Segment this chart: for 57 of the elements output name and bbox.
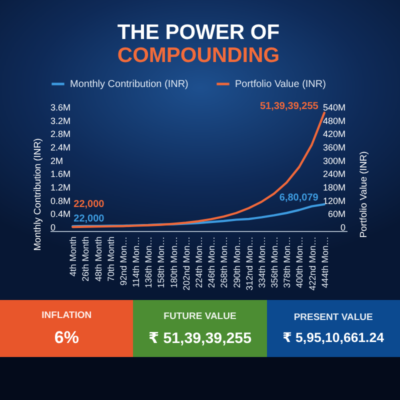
text: ₹ 51,39,39,255: [148, 328, 252, 346]
text: ₹ 5,95,10,661.24: [282, 330, 384, 346]
data-label: 22,000: [74, 213, 105, 224]
y2-tick-label: 240M: [322, 169, 346, 180]
x-tick-label: 312nd Mon…: [244, 236, 254, 291]
text: PRESENT VALUE: [294, 312, 373, 322]
x-tick-label: 334th Mon…: [256, 236, 267, 288]
x-tick-label: 92nd Mon…: [118, 236, 128, 286]
y2-tick-label: 360M: [322, 142, 346, 152]
y2-tick-label: 420M: [322, 129, 346, 140]
y-tick-label: 2.8M: [50, 129, 71, 140]
y2-tick-label: 0: [340, 222, 346, 232]
y-tick-label: 0.4M: [50, 209, 71, 220]
chart-title: THE POWER OF: [117, 21, 280, 44]
y2-tick-label: 540M: [322, 102, 346, 112]
x-tick-label: 290th Mon…: [232, 236, 242, 288]
x-tick-label: 70th Month: [106, 236, 116, 282]
y-tick-label: 0: [50, 222, 56, 232]
x-tick-label: 48th Month: [93, 236, 104, 282]
y-tick-label: 3.6M: [50, 102, 71, 112]
x-tick-label: 26th Month: [80, 236, 91, 282]
legend-label: Portfolio Value (INR): [235, 79, 326, 90]
y-tick-label: 2.4M: [50, 142, 71, 152]
x-tick-label: 180th Mon…: [168, 236, 179, 288]
x-tick-label: 400th Mon…: [294, 236, 305, 288]
x-tick-label: 378th Mon…: [282, 236, 292, 288]
x-tick-label: 4th Month: [68, 236, 78, 277]
x-tick-label: 114th Mon…: [131, 236, 142, 288]
x-tick-label: 136th Mon…: [144, 236, 154, 288]
x-tick-label: 268th Mon…: [219, 236, 230, 288]
y-tick-label: 0.8M: [50, 196, 71, 206]
y-tick-label: 1.2M: [50, 182, 71, 192]
text: INFLATION: [42, 310, 92, 320]
x-tick-label: 202nd Mon…: [181, 236, 192, 291]
data-label: 51,39,39,255: [260, 100, 319, 112]
y-tick-label: 1.6M: [50, 169, 71, 180]
y-tick-label: 3.2M: [50, 116, 71, 126]
y2-tick-label: 480M: [322, 116, 346, 126]
x-tick-label: 224th Mon…: [194, 236, 204, 288]
data-label: 6,80,079: [279, 192, 319, 204]
y2-axis-title: Portfolio Value (INR): [358, 151, 370, 238]
x-tick-label: 356th Mon…: [270, 236, 280, 288]
legend-label: Monthly Contribution (INR): [70, 79, 188, 90]
x-tick-label: 246th Mon…: [206, 236, 217, 288]
y2-tick-label: 300M: [322, 156, 346, 166]
y2-tick-label: 60M: [328, 209, 346, 220]
x-tick-label: 444th Mon…: [320, 236, 330, 288]
y2-tick-label: 180M: [322, 182, 346, 192]
text: FUTURE VALUE: [164, 310, 236, 322]
y2-tick-label: 120M: [322, 196, 346, 206]
y-axis-title: Monthly Contribution (INR): [32, 138, 44, 251]
y-tick-label: 2M: [50, 156, 64, 166]
x-tick-label: 158th Mon…: [156, 236, 166, 288]
text: 6%: [54, 328, 79, 348]
chart-subtitle: COMPOUNDING: [117, 44, 280, 67]
data-label: 22,000: [74, 198, 105, 210]
x-tick-label: 422nd Mon…: [307, 236, 318, 291]
